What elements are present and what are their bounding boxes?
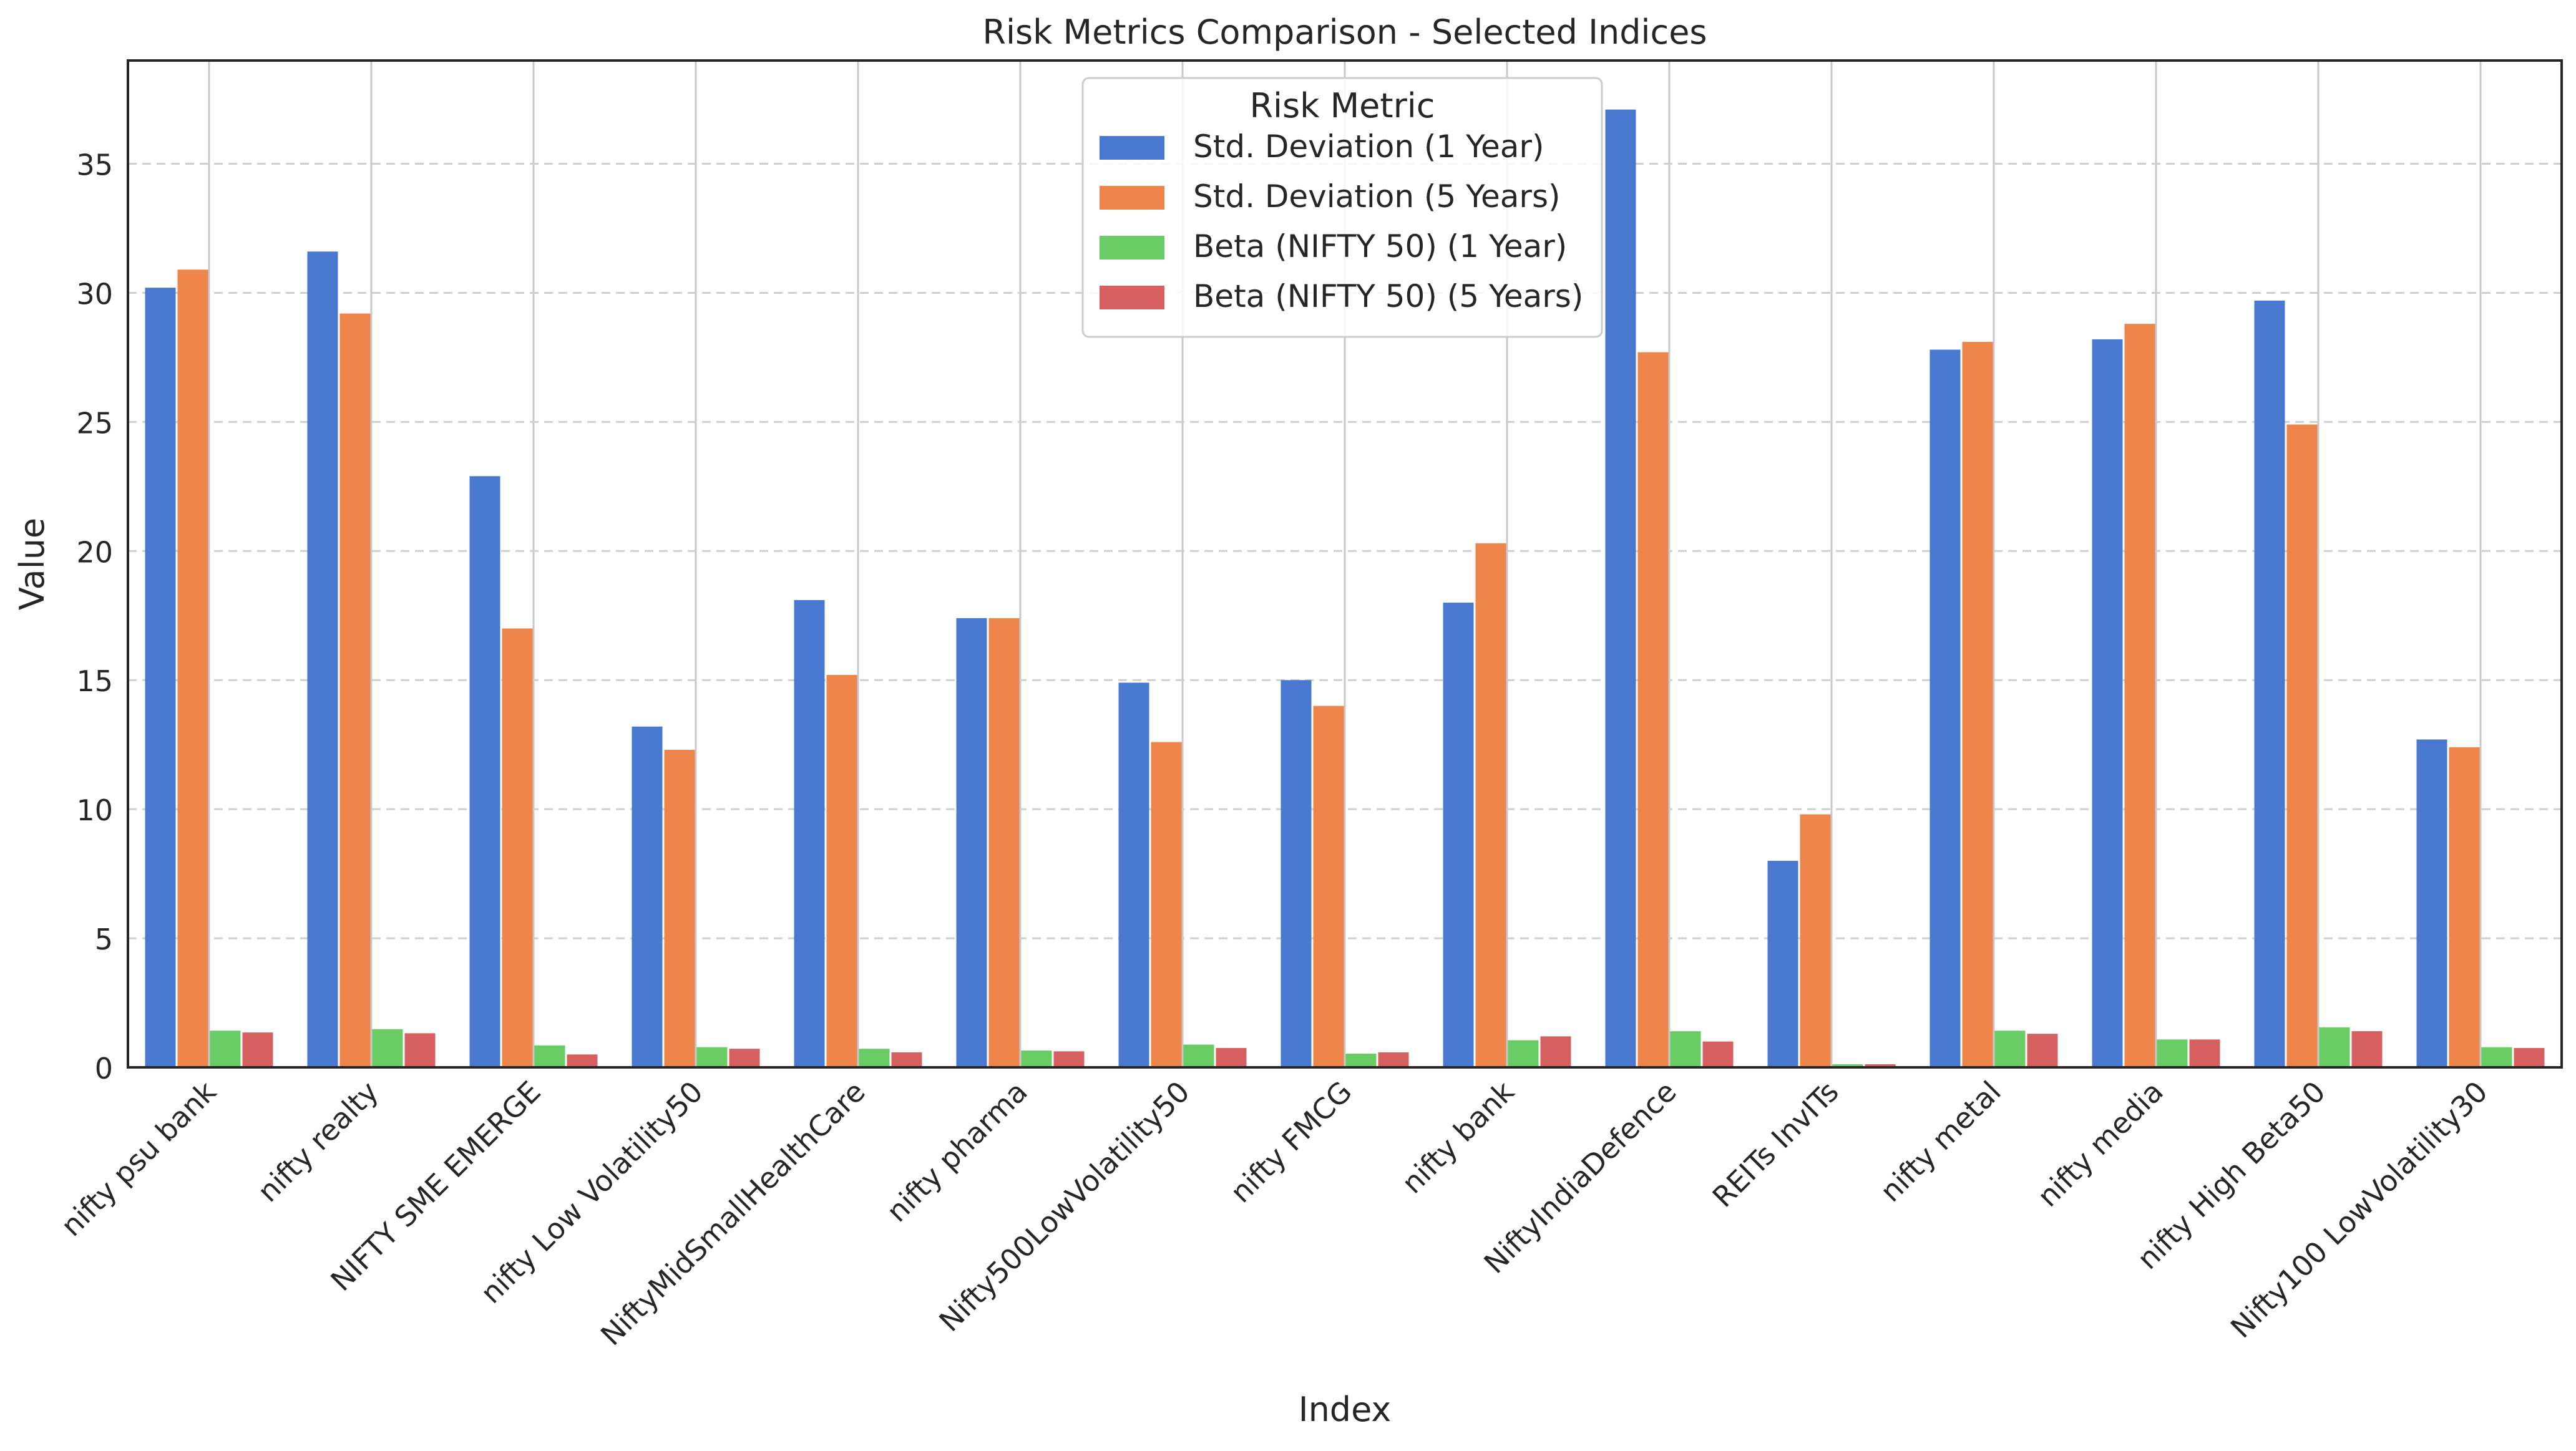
bar — [859, 1049, 890, 1067]
bar — [1962, 342, 1993, 1067]
x-tick-label: Nifty100 LowVolatility30 — [2224, 1075, 2494, 1345]
y-tick-label: 25 — [76, 406, 113, 440]
bar — [1443, 603, 1474, 1067]
legend-entry-label: Std. Deviation (1 Year) — [1193, 129, 1544, 165]
bar — [1767, 860, 1798, 1067]
y-tick-label: 35 — [76, 148, 113, 182]
bar — [339, 313, 371, 1068]
x-tick-label: nifty realty — [251, 1075, 385, 1209]
bar — [1345, 1054, 1377, 1067]
grid-layer — [128, 61, 2562, 1069]
legend-entries: Std. Deviation (1 Year) Std. Deviation (5… — [1100, 129, 1583, 314]
bar — [307, 251, 338, 1068]
x-tick-label: nifty FMCG — [1224, 1075, 1359, 1210]
x-tick-label: nifty media — [2031, 1075, 2169, 1213]
bar — [2027, 1034, 2058, 1067]
bar — [1151, 742, 1182, 1067]
legend: Risk Metric Std. Deviation (1 Year)Std. … — [1081, 77, 1603, 338]
bar — [664, 749, 695, 1067]
x-tick-label: REITs InvITs — [1706, 1075, 1845, 1214]
bar — [1183, 1044, 1214, 1067]
bar — [1930, 349, 1961, 1067]
bar — [2286, 424, 2318, 1067]
bar — [729, 1049, 760, 1067]
bar — [696, 1047, 728, 1067]
bar — [567, 1054, 598, 1067]
legend-swatch — [1100, 286, 1164, 309]
bar — [1053, 1051, 1085, 1067]
bar — [1832, 1064, 1863, 1067]
x-tick-label: nifty pharma — [880, 1075, 1034, 1229]
bar — [1637, 352, 1669, 1067]
legend-entry-label: Beta (NIFTY 50) (5 Years) — [1193, 278, 1583, 314]
y-tick-label: 10 — [76, 793, 113, 827]
bar — [1508, 1040, 1539, 1067]
legend-swatch — [1100, 236, 1164, 260]
bar — [891, 1052, 922, 1067]
bar — [1670, 1031, 1701, 1067]
bar — [2351, 1031, 2383, 1067]
bar — [956, 618, 987, 1067]
bar — [1118, 682, 1149, 1067]
bar — [1378, 1052, 1409, 1067]
bar — [534, 1045, 565, 1067]
bar — [2092, 339, 2123, 1067]
bar — [988, 618, 1020, 1067]
bar — [404, 1033, 436, 1067]
bar — [2157, 1039, 2188, 1067]
x-tick-label: NiftyMidSmallHealthCare — [594, 1075, 872, 1352]
x-axis-label: Index — [1299, 1390, 1392, 1429]
legend-title: Risk Metric — [1250, 86, 1435, 125]
bar — [1216, 1047, 1247, 1067]
y-tick-label: 5 — [95, 923, 113, 956]
bar — [1281, 680, 1312, 1067]
bar — [145, 288, 176, 1068]
bar — [2481, 1047, 2512, 1067]
bar — [794, 599, 825, 1067]
x-tick-label: nifty metal — [1873, 1075, 2007, 1208]
bar — [210, 1031, 241, 1067]
chart-title: Risk Metrics Comparison - Selected Indic… — [982, 12, 1707, 52]
bar — [1475, 543, 1506, 1067]
bar — [1021, 1051, 1052, 1067]
legend-swatch — [1100, 186, 1164, 210]
bar — [242, 1032, 273, 1067]
bar — [2514, 1047, 2545, 1067]
bar — [502, 628, 533, 1067]
bar-layer — [145, 109, 2545, 1068]
legend-box — [1081, 77, 1603, 338]
legend-swatch — [1100, 136, 1164, 160]
y-tick-label: 0 — [95, 1052, 113, 1085]
bar — [2254, 300, 2285, 1067]
bar — [2319, 1027, 2350, 1067]
bar — [2449, 747, 2480, 1067]
plot-frame — [127, 59, 2563, 1069]
legend-entry-label: Beta (NIFTY 50) (1 Year) — [1193, 228, 1567, 264]
legend-entry-label: Std. Deviation (5 Years) — [1193, 178, 1561, 215]
bar — [177, 269, 208, 1068]
bar — [469, 476, 500, 1067]
bar — [1702, 1041, 1734, 1067]
bar — [1865, 1064, 1896, 1067]
bar — [1605, 109, 1636, 1068]
bar — [1540, 1036, 1571, 1067]
y-tick-label: 30 — [76, 277, 113, 311]
y-axis-label: Value — [12, 518, 52, 610]
bar — [1800, 814, 1831, 1067]
y-tick-label: 15 — [76, 664, 113, 698]
bar — [826, 674, 857, 1067]
x-tick-label: nifty bank — [1395, 1074, 1521, 1200]
bar — [1313, 706, 1344, 1067]
bar — [2124, 324, 2155, 1067]
bar — [2189, 1039, 2220, 1067]
bar — [372, 1029, 403, 1067]
bar — [1994, 1031, 2026, 1067]
x-tick-label: nifty psu bank — [54, 1074, 223, 1243]
y-tick-label: 20 — [76, 535, 113, 569]
bar — [2416, 739, 2447, 1067]
bar — [632, 726, 663, 1067]
